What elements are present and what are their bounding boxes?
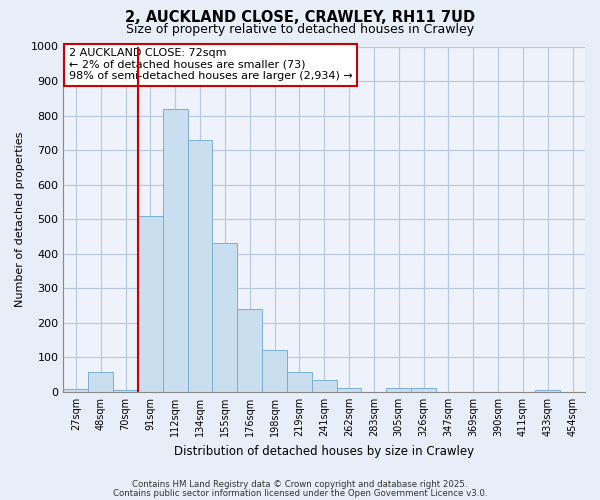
Bar: [287, 372, 312, 392]
Bar: [262, 350, 287, 392]
Bar: [212, 244, 237, 392]
X-axis label: Distribution of detached houses by size in Crawley: Distribution of detached houses by size …: [174, 444, 474, 458]
Bar: [386, 388, 411, 392]
Bar: [188, 140, 212, 392]
Bar: [337, 388, 361, 392]
Text: 2 AUCKLAND CLOSE: 72sqm
← 2% of detached houses are smaller (73)
98% of semi-det: 2 AUCKLAND CLOSE: 72sqm ← 2% of detached…: [68, 48, 352, 82]
Bar: [237, 309, 262, 392]
Bar: [88, 372, 113, 392]
Bar: [535, 390, 560, 392]
Bar: [312, 380, 337, 392]
Text: Contains public sector information licensed under the Open Government Licence v3: Contains public sector information licen…: [113, 490, 487, 498]
Text: Contains HM Land Registry data © Crown copyright and database right 2025.: Contains HM Land Registry data © Crown c…: [132, 480, 468, 489]
Text: 2, AUCKLAND CLOSE, CRAWLEY, RH11 7UD: 2, AUCKLAND CLOSE, CRAWLEY, RH11 7UD: [125, 10, 475, 25]
Bar: [64, 389, 88, 392]
Bar: [163, 108, 188, 392]
Bar: [138, 216, 163, 392]
Bar: [411, 388, 436, 392]
Y-axis label: Number of detached properties: Number of detached properties: [15, 132, 25, 307]
Text: Size of property relative to detached houses in Crawley: Size of property relative to detached ho…: [126, 22, 474, 36]
Bar: [113, 390, 138, 392]
